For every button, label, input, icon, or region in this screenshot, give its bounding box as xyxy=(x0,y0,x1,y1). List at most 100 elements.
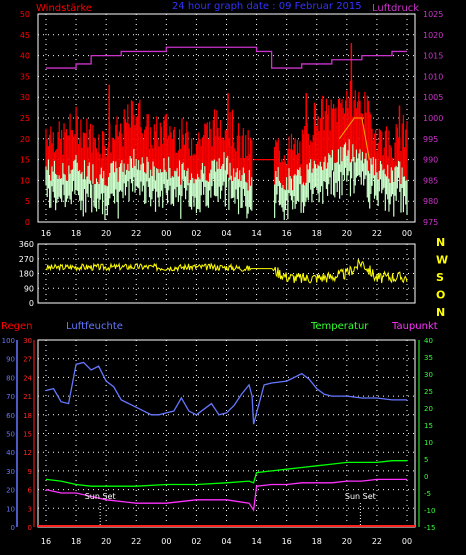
pressure-tick-label: 1025 xyxy=(423,10,443,19)
time-tick-label: 14 xyxy=(251,537,261,546)
time-tick-label: 20 xyxy=(101,537,111,546)
regen-tick-label: 24 xyxy=(23,374,32,382)
wind-tick-label: 50 xyxy=(20,10,30,19)
temperature-tick-label: 40 xyxy=(424,337,433,345)
wind-tick-label: 45 xyxy=(20,31,30,40)
dewpoint-line xyxy=(45,478,407,512)
graph-title: 24 hour graph date : 09 Februar 2015 xyxy=(172,1,362,12)
time-tick-label: 16 xyxy=(282,537,292,546)
temperature-line xyxy=(45,460,407,487)
time-tick-label: 00 xyxy=(161,229,171,238)
wind-chart-grid xyxy=(37,13,416,223)
wind-tick-label: 15 xyxy=(20,156,30,165)
pressure-tick-label: 995 xyxy=(423,135,438,144)
wind-tick-label: 25 xyxy=(20,114,30,123)
humidity-tick-label: 50 xyxy=(6,431,15,439)
pressure-tick-label: 1005 xyxy=(423,93,443,102)
humidity-tick-label: 10 xyxy=(6,505,15,513)
sunset-annotation-1: Sun Set xyxy=(85,492,116,501)
wind-tick-label: 5 xyxy=(25,197,30,206)
direction-series xyxy=(45,259,408,284)
regen-tick-label: 15 xyxy=(23,431,32,439)
wind-mean-line xyxy=(338,117,370,160)
wind-tick-label: 0 xyxy=(25,218,30,227)
regen-tick-label: 9 xyxy=(28,468,32,476)
time-tick-label: 18 xyxy=(312,537,322,546)
temperature-tick-label: 0 xyxy=(424,473,428,481)
temperature-tick-label: 25 xyxy=(424,388,433,396)
wind-tick-label: 35 xyxy=(20,72,30,81)
compass-label: N xyxy=(436,236,445,249)
regen-tick-label: 0 xyxy=(28,524,32,532)
pressure-line xyxy=(46,46,407,69)
time-tick-label: 00 xyxy=(402,537,412,546)
direction-tick-label: 360 xyxy=(19,240,34,249)
temperature-tick-label: 30 xyxy=(424,371,433,379)
direction-chart-grid xyxy=(37,243,416,304)
humidity-tick-label: 40 xyxy=(6,449,15,457)
time-tick-label: 20 xyxy=(342,229,352,238)
pressure-title: Luftdruck xyxy=(372,3,419,14)
humidity-axis-ticks: 0 10 20 30 40 50 60 70 80 90 100 xyxy=(2,337,15,532)
regen-tick-label: 27 xyxy=(23,356,32,364)
time-tick-label: 04 xyxy=(221,229,231,238)
direction-tick-label: 180 xyxy=(19,270,34,279)
time-tick-label: 22 xyxy=(131,229,141,238)
humidity-line xyxy=(45,361,407,425)
humidity-tick-label: 30 xyxy=(6,468,15,476)
wind-tick-label: 40 xyxy=(20,52,30,61)
pressure-tick-label: 985 xyxy=(423,176,438,185)
pressure-tick-label: 1020 xyxy=(423,31,443,40)
regen-tick-label: 21 xyxy=(23,393,32,401)
time-tick-label: 00 xyxy=(161,537,171,546)
time-tick-label: 18 xyxy=(312,229,322,238)
humidity-tick-label: 80 xyxy=(6,374,15,382)
pressure-tick-label: 1010 xyxy=(423,72,443,81)
regen-tick-label: 12 xyxy=(23,449,32,457)
regen-tick-label: 6 xyxy=(28,487,33,495)
regen-label: Regen xyxy=(1,321,33,332)
time-tick-label: 18 xyxy=(71,537,81,546)
wind-series xyxy=(45,43,408,220)
sunset-annotation-2: Sun Set xyxy=(345,492,376,501)
temperature-tick-label: 15 xyxy=(424,422,433,430)
direction-axis-ticks: 0 90 180 270 360 xyxy=(19,240,34,308)
time-tick-label: 04 xyxy=(221,537,231,546)
direction-tick-label: 0 xyxy=(29,299,34,308)
wind-tick-label: 30 xyxy=(20,93,30,102)
climate-series xyxy=(38,361,415,527)
wind-tick-label: 20 xyxy=(20,135,30,144)
temperature-tick-label: -15 xyxy=(424,524,435,532)
time-tick-label: 20 xyxy=(101,229,111,238)
temperature-axis-ticks: -15 -10 -5 0 5 10 15 20 25 30 35 40 xyxy=(424,337,435,532)
pressure-tick-label: 990 xyxy=(423,156,438,165)
wind-time-axis: 16 18 20 22 00 02 04 14 16 18 20 22 00 xyxy=(41,229,412,238)
regen-tick-label: 30 xyxy=(23,337,32,345)
sunset-annotations: Sun Set Sun Set xyxy=(85,492,376,527)
dewpoint-label: Taupunkt xyxy=(391,321,438,332)
temperature-tick-label: -10 xyxy=(424,507,435,515)
temperature-tick-label: 20 xyxy=(424,405,433,413)
time-tick-label: 02 xyxy=(191,229,201,238)
humidity-tick-label: 100 xyxy=(2,337,15,345)
compass-label: S xyxy=(436,271,444,284)
time-tick-label: 22 xyxy=(372,537,382,546)
time-tick-label: 02 xyxy=(191,537,201,546)
time-tick-label: 00 xyxy=(402,229,412,238)
time-tick-label: 22 xyxy=(131,537,141,546)
humidity-tick-label: 90 xyxy=(6,356,15,364)
compass-label: O xyxy=(436,289,445,302)
compass-label: W xyxy=(436,254,448,267)
temperature-tick-label: -5 xyxy=(424,490,431,498)
humidity-tick-label: 70 xyxy=(6,393,15,401)
humidity-tick-label: 0 xyxy=(11,524,15,532)
time-tick-label: 18 xyxy=(71,229,81,238)
pressure-axis-ticks: 975 980 985 990 995 1000 1005 1010 1015 1020 1025 xyxy=(423,10,443,227)
time-tick-label: 14 xyxy=(251,229,261,238)
time-tick-label: 16 xyxy=(41,537,51,546)
